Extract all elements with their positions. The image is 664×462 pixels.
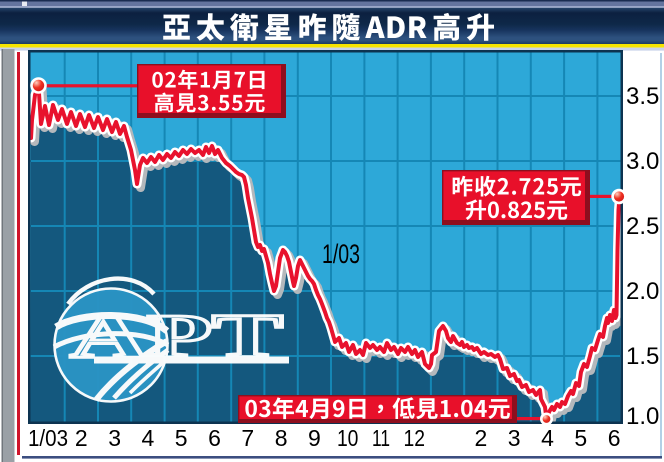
svg-text:6: 6	[608, 425, 621, 451]
svg-text:1/03: 1/03	[322, 239, 360, 269]
svg-text:11: 11	[372, 425, 390, 451]
svg-text:3: 3	[108, 425, 121, 451]
svg-text:9: 9	[308, 425, 321, 451]
svg-text:8: 8	[275, 425, 288, 451]
svg-text:12: 12	[404, 425, 426, 451]
svg-text:5: 5	[574, 425, 587, 451]
svg-text:2: 2	[475, 425, 488, 451]
svg-text:5: 5	[175, 425, 188, 451]
svg-text:3.5: 3.5	[626, 83, 659, 110]
svg-text:7: 7	[241, 425, 254, 451]
svg-text:1.0: 1.0	[626, 403, 659, 430]
svg-text:2.5: 2.5	[626, 213, 659, 240]
svg-text:2.0: 2.0	[626, 278, 659, 305]
svg-text:3: 3	[508, 425, 521, 451]
svg-text:4: 4	[541, 425, 554, 451]
svg-text:4: 4	[142, 425, 155, 451]
svg-text:1.5: 1.5	[626, 343, 659, 370]
svg-text:1/03: 1/03	[28, 425, 68, 451]
svg-text:6: 6	[208, 425, 221, 451]
svg-text:10: 10	[337, 425, 359, 451]
svg-text:3.0: 3.0	[626, 148, 659, 175]
svg-text:2: 2	[75, 425, 88, 451]
